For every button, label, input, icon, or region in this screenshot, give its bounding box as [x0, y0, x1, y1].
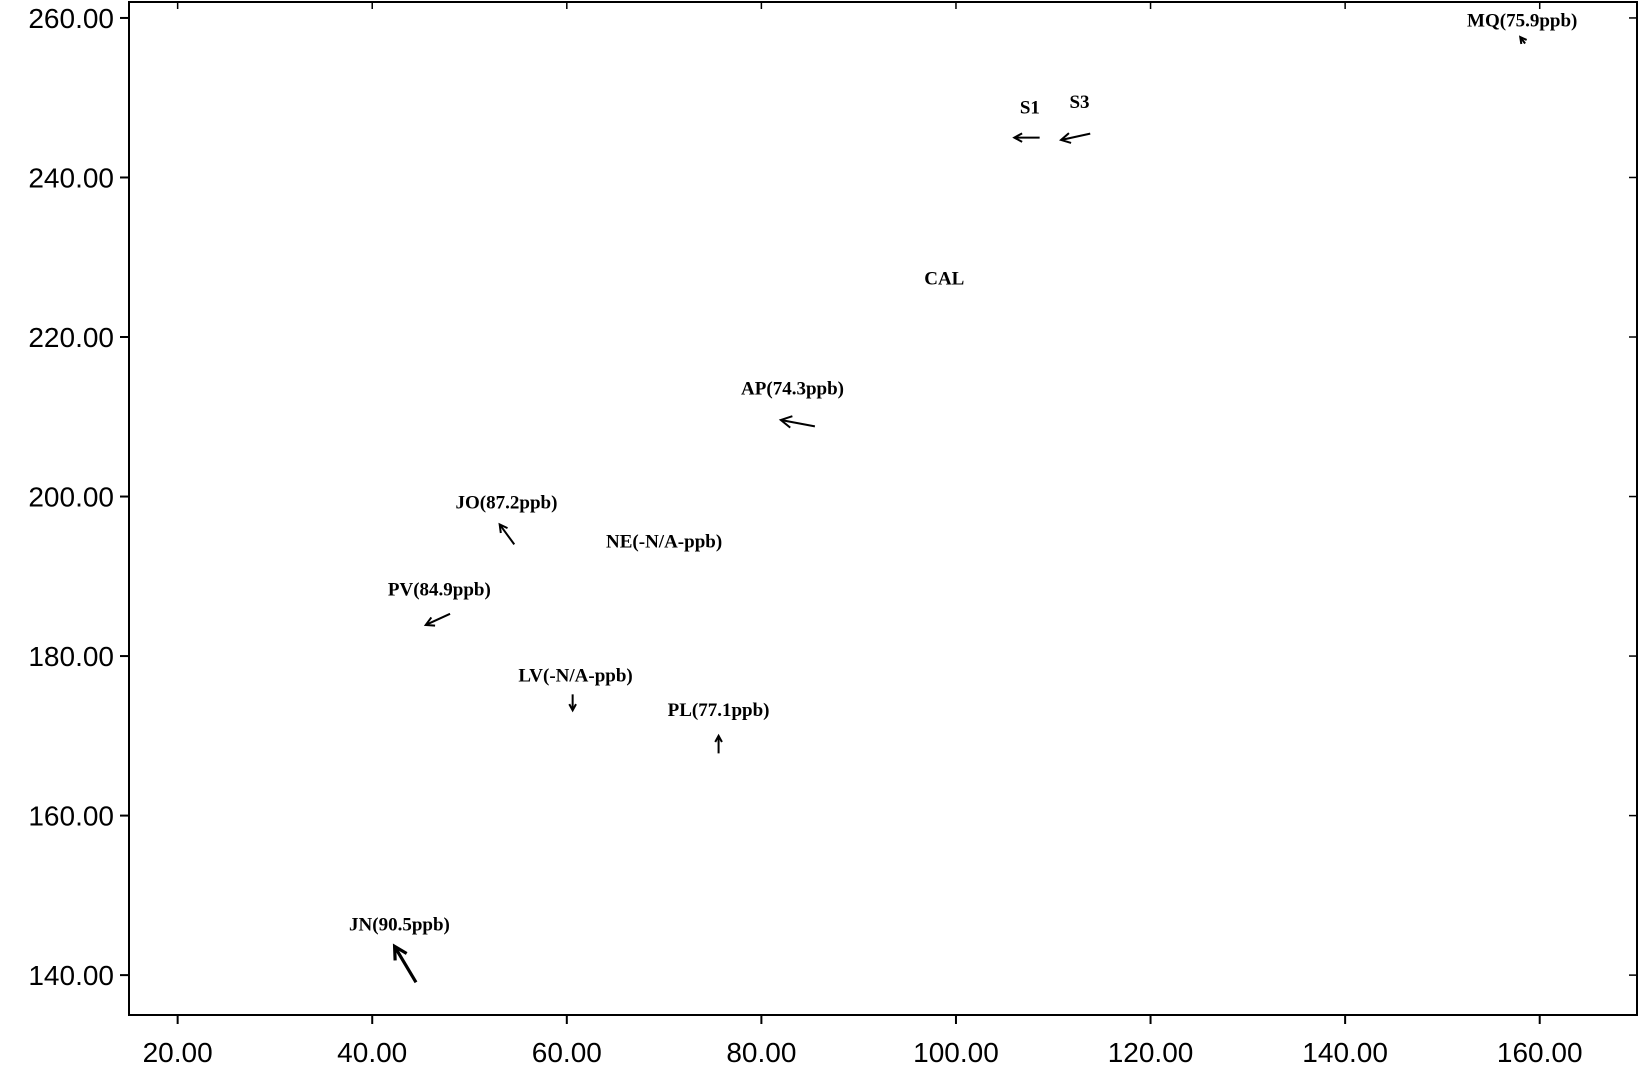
arrow-head — [498, 522, 508, 534]
x-tick-label: 60.00 — [532, 1037, 602, 1068]
data-point: JO(87.2ppb) — [456, 493, 558, 545]
data-point: NE(-N/A-ppb) — [606, 532, 722, 553]
arrow-head — [1518, 35, 1528, 45]
plot-frame — [128, 1, 1638, 1016]
data-point: CAL — [924, 268, 964, 289]
data-point: AP(74.3ppb) — [741, 378, 844, 429]
point-label: PL(77.1ppb) — [668, 700, 770, 721]
data-point: S1 — [1012, 98, 1040, 143]
arrow-head — [568, 703, 577, 713]
arrow-head — [1059, 132, 1072, 144]
arrow-head — [714, 733, 723, 743]
arrow-shaft — [498, 523, 516, 545]
x-axis: 20.00 40.00 60.00 80.00 100.00 120.00 140.00 16… — [143, 2, 1583, 1068]
arrow-head — [392, 943, 408, 961]
x-tick-label: 80.00 — [726, 1037, 796, 1068]
point-label: S3 — [1069, 92, 1089, 113]
point-label: PV(84.9ppb) — [388, 579, 491, 600]
point-label: LV(-N/A-ppb) — [518, 666, 632, 687]
y-tick-label: 180.00 — [28, 641, 114, 672]
x-tick-label: 160.00 — [1497, 1037, 1583, 1068]
arrow-head — [1012, 132, 1023, 143]
data-point: MQ(75.9ppb) — [1467, 11, 1577, 45]
data-point: LV(-N/A-ppb) — [518, 666, 633, 713]
point-label: JN(90.5ppb) — [349, 914, 450, 935]
y-tick-label: 140.00 — [28, 960, 114, 991]
y-tick-label: 260.00 — [28, 3, 114, 34]
y-tick-label: 200.00 — [28, 482, 114, 513]
point-label: S1 — [1020, 98, 1040, 119]
y-tick-label: 220.00 — [28, 322, 114, 353]
x-tick-label: 40.00 — [337, 1037, 407, 1068]
point-label: MQ(75.9ppb) — [1467, 11, 1577, 32]
y-tick-label: 240.00 — [28, 162, 114, 193]
arrow-shaft — [393, 945, 418, 984]
arrow-head — [778, 415, 793, 429]
arrow-shaft — [425, 612, 451, 626]
arrow-shaft — [780, 418, 816, 428]
point-label: NE(-N/A-ppb) — [606, 532, 722, 553]
arrow-head — [423, 616, 436, 627]
data-points: MQ(75.9ppb) S1 S3 CAL AP(74.3ppb) JO(87.2ppb)… — [349, 11, 1577, 984]
data-point: S3 — [1059, 92, 1091, 144]
arrow-shaft — [1060, 132, 1091, 141]
x-tick-label: 20.00 — [143, 1037, 213, 1068]
data-point: PV(84.9ppb) — [388, 579, 491, 627]
y-axis: 140.00 160.00 180.00 200.00 220.00 240.00 260.… — [28, 3, 1637, 991]
point-label: JO(87.2ppb) — [456, 493, 558, 514]
data-point: PL(77.1ppb) — [668, 700, 770, 754]
point-label: AP(74.3ppb) — [741, 378, 844, 399]
point-label: CAL — [924, 268, 964, 289]
data-point: JN(90.5ppb) — [349, 914, 450, 984]
x-tick-label: 140.00 — [1302, 1037, 1388, 1068]
y-tick-label: 160.00 — [28, 801, 114, 832]
x-tick-label: 120.00 — [1108, 1037, 1194, 1068]
x-tick-label: 100.00 — [913, 1037, 999, 1068]
